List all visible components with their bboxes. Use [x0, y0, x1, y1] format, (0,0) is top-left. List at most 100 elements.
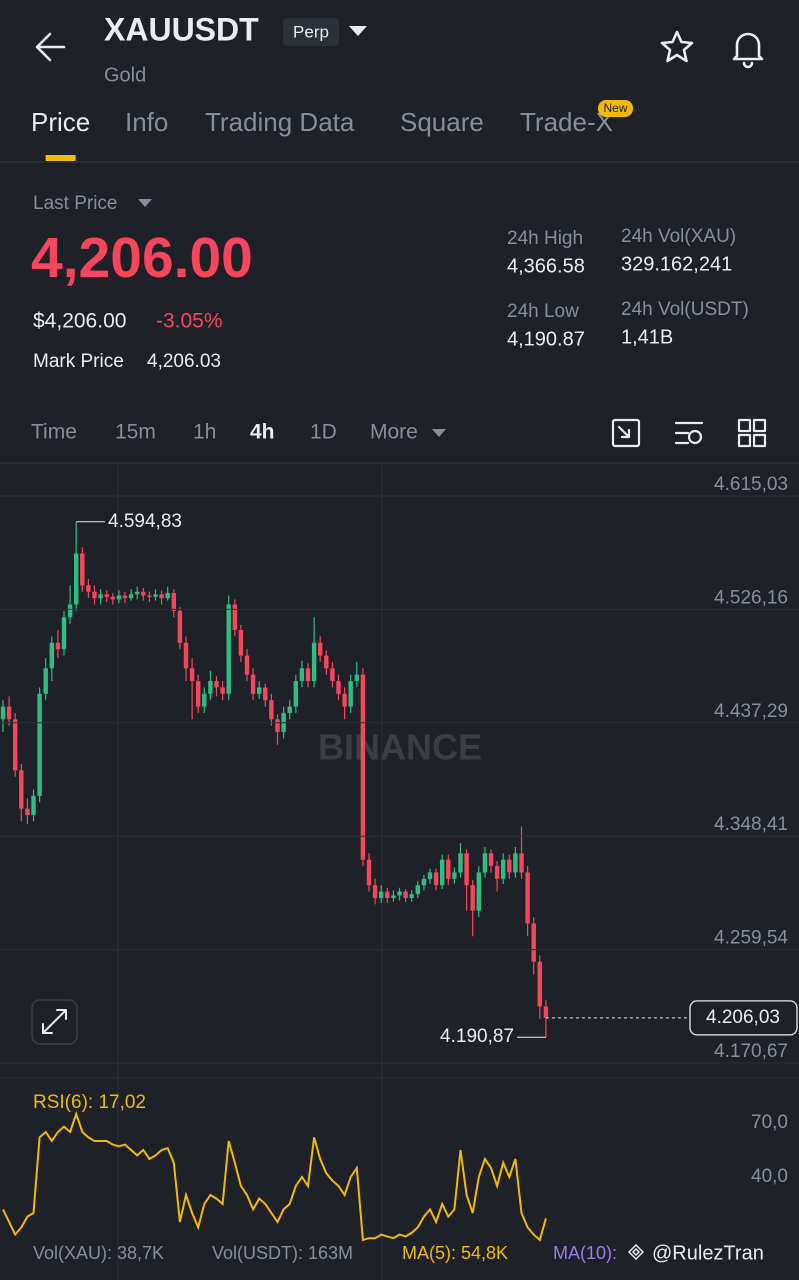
- candle-body: [55, 642, 61, 650]
- candle-body: [263, 687, 268, 701]
- interval[interactable]: Time: [31, 421, 77, 444]
- chart-tools[interactable]: [611, 418, 767, 448]
- candle-body: [440, 859, 445, 886]
- candle-body: [61, 617, 67, 650]
- candle-body: [494, 866, 500, 879]
- interval[interactable]: 4h: [250, 421, 275, 444]
- candle-body: [330, 668, 335, 682]
- candle-body: [31, 795, 36, 816]
- candle-body: [397, 891, 402, 896]
- y-tick-label: 4.170,67: [714, 1041, 788, 1062]
- rsi-line: [2, 1110, 547, 1242]
- alert-button[interactable]: [732, 32, 764, 69]
- candle-body: [74, 553, 79, 605]
- candle-body: [226, 604, 231, 694]
- candle-body: [336, 681, 341, 694]
- candle-body: [348, 681, 353, 707]
- stat-value: 1,41B: [621, 326, 673, 348]
- candle-body: [104, 594, 109, 597]
- candle-body: [122, 595, 128, 599]
- mark-price: 4,206.03: [147, 351, 221, 372]
- candle-body: [403, 891, 408, 898]
- expand-icon: [42, 1009, 67, 1034]
- candle-body: [214, 681, 219, 688]
- candle-body: [543, 1006, 549, 1018]
- candle-body: [177, 610, 183, 643]
- candle-body: [171, 593, 176, 611]
- interval[interactable]: 15m: [115, 421, 156, 444]
- favorite-button[interactable]: [660, 30, 694, 63]
- candle-body: [110, 596, 115, 600]
- candle-body: [67, 604, 73, 618]
- interval[interactable]: More: [370, 421, 418, 444]
- candle-body: [25, 808, 30, 816]
- y-tick-label: 4.348,41: [714, 814, 788, 835]
- stat-label: 24h Vol(USDT): [621, 299, 749, 320]
- stat-label: 24h Vol(XAU): [621, 226, 736, 247]
- tab[interactable]: Square: [400, 107, 484, 137]
- stat-value: 4,366.58: [507, 255, 585, 277]
- candle-body: [183, 642, 189, 669]
- candle-body: [202, 693, 207, 707]
- candle-body: [305, 668, 311, 682]
- symbol-dropdown[interactable]: [349, 26, 367, 36]
- candle-body: [372, 885, 378, 898]
- candle-body: [342, 693, 347, 707]
- stat-value: 4,190.87: [507, 328, 585, 350]
- tab[interactable]: Trading Data: [205, 107, 355, 137]
- candle-body: [220, 687, 225, 694]
- candle-body: [153, 594, 158, 597]
- candle-body: [427, 872, 433, 879]
- candle-body: [86, 585, 91, 592]
- stat-label: 24h Low: [507, 301, 579, 322]
- candle-body: [37, 693, 42, 796]
- low-label: 4.190,87: [440, 1026, 514, 1047]
- y-tick-label: 4.526,16: [714, 587, 788, 608]
- candle-body: [391, 895, 396, 898]
- candle-body: [196, 681, 201, 707]
- candle-body: [513, 853, 518, 873]
- tab[interactable]: Info: [125, 107, 168, 137]
- candle-body: [360, 674, 366, 860]
- candle-body: [385, 891, 390, 898]
- candle-body: [43, 668, 48, 694]
- candle-body: [165, 593, 170, 599]
- price-dropdown[interactable]: [138, 199, 152, 207]
- candle-body: [525, 872, 530, 924]
- interval[interactable]: 1h: [193, 421, 216, 444]
- candle-body: [537, 961, 542, 1007]
- back-button[interactable]: [35, 32, 66, 62]
- watermark: BINANCE: [318, 727, 482, 768]
- mark-label: Mark Price: [33, 351, 124, 372]
- candle-body: [501, 859, 506, 879]
- badge-bg: [283, 18, 339, 46]
- new-badge: New: [603, 101, 627, 115]
- candle-body: [464, 853, 469, 886]
- interval[interactable]: 1D: [310, 421, 337, 444]
- candle-body: [116, 595, 122, 600]
- candle-body: [13, 719, 18, 771]
- tab[interactable]: Price: [31, 107, 90, 137]
- candle-body: [446, 859, 451, 879]
- candle-body: [208, 681, 213, 694]
- candle-body: [409, 894, 414, 898]
- candle-body: [470, 885, 475, 911]
- candle-body: [135, 591, 140, 595]
- last-price-label: 4.206,03: [706, 1007, 780, 1028]
- expand-button[interactable]: [31, 999, 78, 1045]
- candle-body: [98, 594, 103, 599]
- ma5: MA(5): 54,8K: [402, 1243, 508, 1263]
- price-label: Last Price: [33, 193, 117, 214]
- candle-body: [452, 872, 457, 879]
- candle-body: [244, 655, 250, 675]
- tab-underline: [45, 155, 76, 161]
- candle-body: [6, 706, 12, 720]
- more-dropdown[interactable]: [432, 429, 446, 437]
- candle-body: [299, 668, 305, 682]
- candle-body: [269, 700, 274, 720]
- tab[interactable]: Trade-X: [520, 107, 613, 137]
- rsi-tick-label: 70,0: [751, 1112, 788, 1133]
- candle-body: [287, 706, 292, 713]
